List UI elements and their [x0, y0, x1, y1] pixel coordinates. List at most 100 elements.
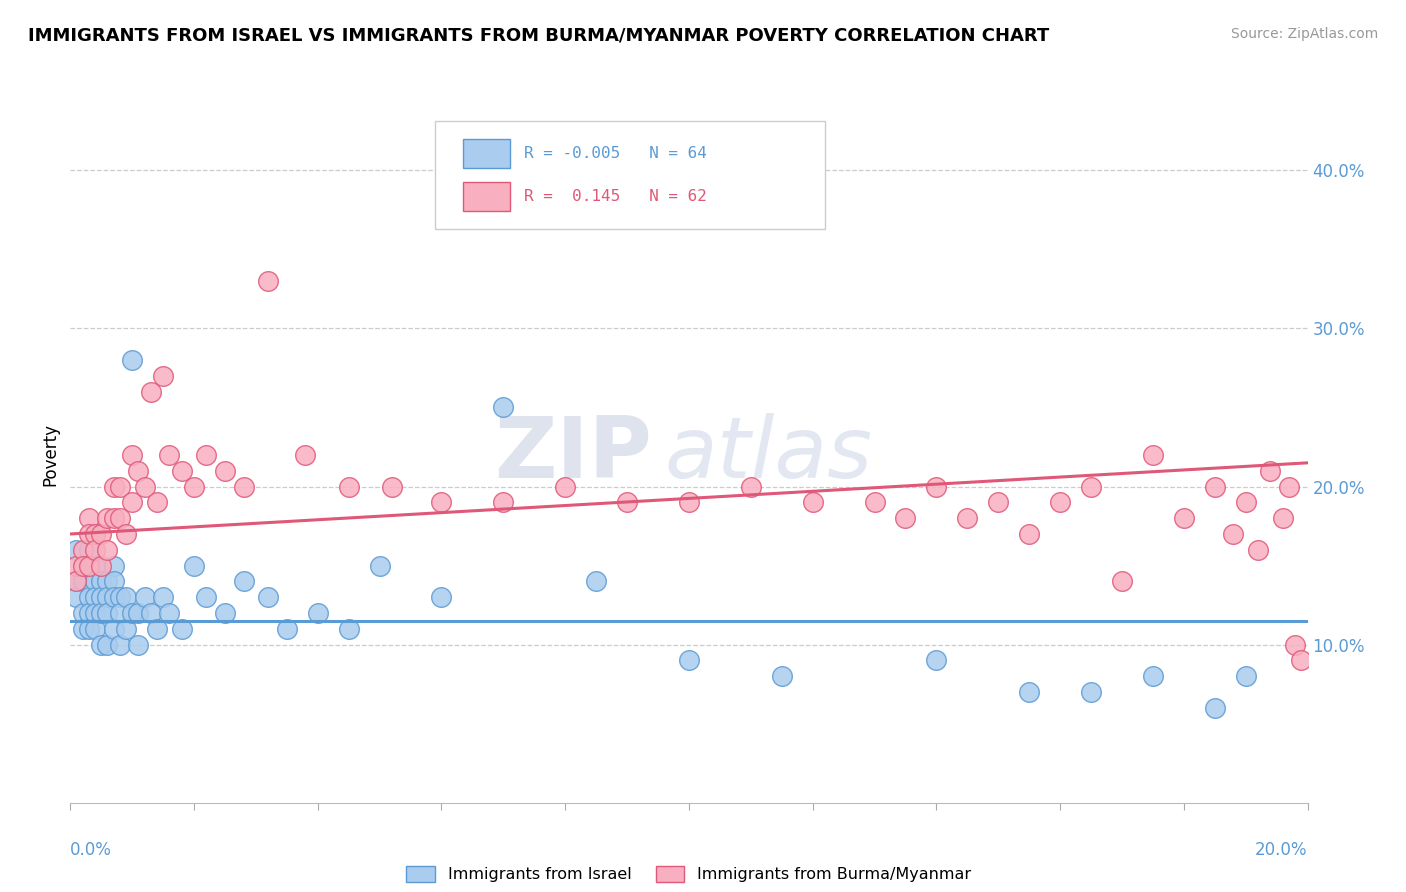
Point [121, 495, 143, 509]
Point [96, 606, 118, 620]
Point [65, 574, 87, 589]
Point [1271, 511, 1294, 525]
Point [678, 495, 700, 509]
Point [72, 574, 94, 589]
Point [492, 401, 515, 415]
Point [108, 591, 131, 605]
Point [115, 622, 138, 636]
Point [121, 448, 143, 462]
Point [1142, 448, 1164, 462]
Point [103, 622, 125, 636]
Point [115, 591, 138, 605]
Point [77, 542, 100, 557]
Point [1284, 638, 1306, 652]
Point [77, 558, 100, 573]
Text: R = -0.005   N = 64: R = -0.005 N = 64 [524, 146, 707, 161]
Point [146, 622, 169, 636]
Text: Source: ZipAtlas.com: Source: ZipAtlas.com [1230, 27, 1378, 41]
Point [232, 574, 254, 589]
Point [1080, 479, 1102, 493]
Point [96, 542, 118, 557]
Point [257, 274, 280, 288]
Point [96, 574, 118, 589]
Point [276, 622, 298, 636]
Point [72, 558, 94, 573]
Point [1018, 527, 1040, 541]
Point [170, 464, 193, 478]
Point [232, 479, 254, 493]
Point [925, 479, 948, 493]
Point [585, 574, 607, 589]
Point [72, 558, 94, 573]
Point [554, 479, 576, 493]
Point [127, 606, 149, 620]
Point [1260, 464, 1282, 478]
Point [146, 495, 169, 509]
Y-axis label: Poverty: Poverty [41, 424, 59, 486]
Point [368, 558, 391, 573]
Point [1291, 653, 1313, 667]
Point [103, 591, 125, 605]
Point [108, 479, 131, 493]
Point [77, 527, 100, 541]
Text: IMMIGRANTS FROM ISRAEL VS IMMIGRANTS FROM BURMA/MYANMAR POVERTY CORRELATION CHAR: IMMIGRANTS FROM ISRAEL VS IMMIGRANTS FRO… [28, 27, 1049, 45]
Point [96, 511, 118, 525]
Text: 0.0%: 0.0% [70, 841, 112, 859]
Point [770, 669, 793, 683]
Point [337, 479, 360, 493]
Text: atlas: atlas [664, 413, 872, 497]
Point [108, 638, 131, 652]
Bar [463, 182, 509, 211]
Point [195, 448, 218, 462]
Point [115, 527, 138, 541]
Point [96, 638, 118, 652]
Point [134, 479, 156, 493]
Point [152, 368, 174, 383]
Point [157, 448, 180, 462]
Point [740, 479, 762, 493]
Point [77, 558, 100, 573]
Point [678, 653, 700, 667]
Point [894, 511, 917, 525]
Point [152, 591, 174, 605]
Point [214, 464, 236, 478]
Point [1173, 511, 1195, 525]
Point [1278, 479, 1301, 493]
Point [956, 511, 979, 525]
Point [214, 606, 236, 620]
Point [183, 558, 205, 573]
Point [84, 591, 107, 605]
Point [1204, 479, 1226, 493]
Point [1080, 685, 1102, 699]
Point [134, 591, 156, 605]
FancyBboxPatch shape [436, 121, 825, 229]
Point [90, 527, 112, 541]
Point [77, 622, 100, 636]
Point [1234, 495, 1257, 509]
Point [121, 353, 143, 368]
Point [65, 542, 87, 557]
Point [108, 606, 131, 620]
Point [863, 495, 886, 509]
Point [257, 591, 280, 605]
Point [1018, 685, 1040, 699]
Point [84, 558, 107, 573]
Point [84, 606, 107, 620]
Legend: Immigrants from Israel, Immigrants from Burma/Myanmar: Immigrants from Israel, Immigrants from … [401, 859, 977, 888]
Point [801, 495, 824, 509]
Point [65, 591, 87, 605]
Point [1204, 701, 1226, 715]
Point [108, 511, 131, 525]
Point [90, 574, 112, 589]
Point [1049, 495, 1071, 509]
Point [492, 495, 515, 509]
Point [127, 464, 149, 478]
Point [381, 479, 404, 493]
Text: R =  0.145   N = 62: R = 0.145 N = 62 [524, 189, 707, 204]
Point [90, 638, 112, 652]
Point [430, 495, 453, 509]
Point [139, 384, 162, 399]
Point [77, 591, 100, 605]
Point [294, 448, 316, 462]
Point [72, 622, 94, 636]
